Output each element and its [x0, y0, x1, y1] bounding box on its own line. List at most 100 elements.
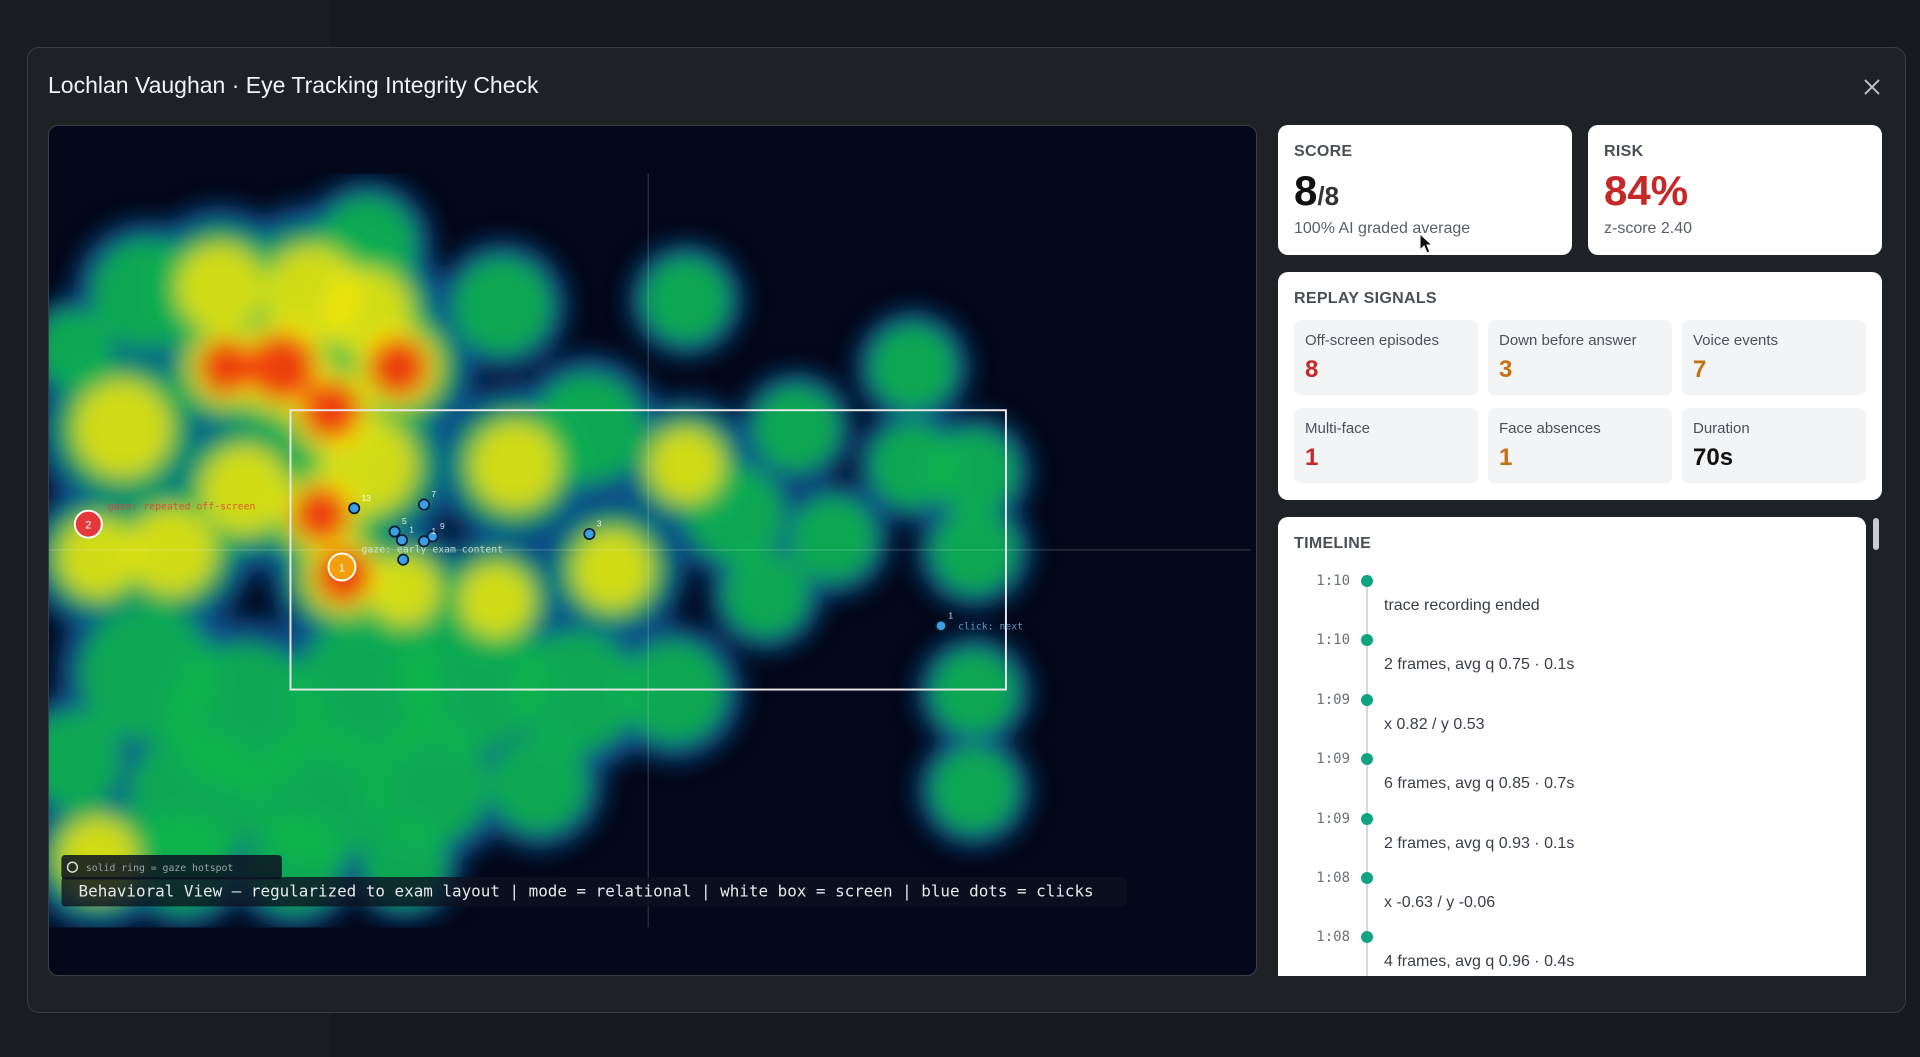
signal-tile: Voice events 7	[1682, 320, 1866, 395]
heat-blob	[127, 507, 216, 596]
signal-tile: Face absences 1	[1488, 408, 1672, 483]
heat-blob	[931, 649, 1017, 735]
heat-blob	[248, 333, 316, 402]
signal-value: 7	[1693, 356, 1707, 383]
heat-blob	[49, 309, 113, 389]
click-dot	[348, 502, 361, 515]
timeline-card: TIMELINE 1:10 trace recording ended 1:10 2 …	[1278, 517, 1866, 976]
event-time: 1:10	[1316, 573, 1350, 589]
score-max: /8	[1317, 181, 1340, 211]
heat-blob	[753, 385, 840, 472]
heat-blob	[790, 495, 877, 582]
click-label: 1	[409, 525, 414, 535]
risk-note: z-score 2.40	[1604, 220, 1693, 237]
heat-blob	[459, 563, 534, 638]
event-detail: trace recording ended	[1384, 597, 1540, 614]
heat-blob	[369, 555, 440, 626]
close-button[interactable]	[1862, 77, 1882, 97]
event-dot	[1361, 575, 1373, 587]
event-dot	[1361, 693, 1373, 706]
signals-label: REPLAY SIGNALS	[1294, 290, 1437, 307]
heat-blob	[622, 640, 726, 744]
signal-name: Down before answer	[1499, 332, 1637, 349]
event-detail: x 0.82 / y 0.53	[1384, 715, 1485, 733]
heat-blob	[367, 722, 491, 846]
event-time: 1:09	[1316, 751, 1350, 768]
event-dot	[1361, 812, 1373, 825]
heat-blob	[931, 428, 1017, 515]
heat-blob	[643, 257, 730, 343]
signal-value: 1	[1305, 444, 1319, 471]
risk-value: 84%	[1604, 167, 1689, 214]
heat-blob	[572, 529, 653, 610]
click-label: 13	[362, 493, 372, 503]
heat-blob	[199, 339, 255, 395]
legend-box	[61, 854, 282, 880]
click-dot	[583, 527, 596, 540]
signal-name: Face absences	[1499, 420, 1601, 437]
heat-blob	[649, 428, 724, 503]
legend-text: solid ring = gaze hotspot	[86, 863, 233, 874]
click-label: 9	[440, 521, 445, 531]
heat-blob	[368, 337, 428, 397]
heat-blob	[293, 486, 349, 542]
event-dot	[1361, 753, 1373, 766]
signal-value: 1	[1499, 444, 1513, 471]
signal-name: Duration	[1693, 420, 1750, 437]
annotation: gaze: early exam content	[362, 544, 504, 555]
click-label: 1	[431, 526, 436, 536]
caption-text: Behavioral View — regularized to exam la…	[79, 882, 1094, 901]
event-time: 1:10	[1316, 632, 1350, 649]
mouse-cursor	[1419, 233, 1433, 254]
hotspot-label: 1	[339, 562, 345, 574]
risk-label: RISK	[1604, 143, 1644, 160]
heat-blob	[869, 324, 956, 411]
hotspot-label: 2	[85, 519, 91, 531]
heat-blob	[490, 734, 589, 833]
gaze-hotspot	[327, 552, 357, 582]
signal-tile: Duration 70s	[1682, 408, 1866, 483]
event-detail: x -0.63 / y -0.06	[1384, 894, 1496, 911]
heat-blob	[201, 445, 290, 534]
signal-tile: Multi-face 1	[1294, 408, 1478, 483]
score-value: 8	[1294, 167, 1318, 214]
screen-box	[289, 409, 1007, 691]
heat-blob	[176, 243, 265, 332]
caption-box	[61, 876, 1128, 907]
legend-ring	[66, 861, 79, 873]
heat-blob	[400, 608, 543, 751]
heat-blob	[470, 421, 559, 510]
signal-name: Voice events	[1693, 332, 1779, 349]
click-dot	[397, 553, 410, 566]
event-detail: 2 frames, avg q 0.93 · 0.1s	[1384, 834, 1575, 852]
gaze-hotspot	[73, 509, 103, 539]
score-value-wrap: 8/8	[1294, 167, 1339, 215]
heat-blob	[533, 373, 644, 484]
event-time: 1:09	[1316, 691, 1350, 708]
signal-value: 8	[1305, 356, 1319, 383]
modal-title: Lochlan Vaughan · Eye Tracking Integrity…	[48, 72, 539, 98]
event-detail: 6 frames, avg q 0.85 · 0.7s	[1384, 775, 1575, 793]
event-detail: 2 frames, avg q 0.75 · 0.1s	[1384, 656, 1575, 674]
signal-name: Off-screen episodes	[1305, 332, 1439, 349]
close-icon	[1864, 79, 1880, 95]
click-dot	[935, 619, 948, 632]
marks-layer: 1 2 gaze: early exam content gaze: repeated…	[61, 489, 1128, 907]
click-dot	[418, 498, 431, 511]
heat-blob	[74, 380, 172, 478]
click-label: 5	[402, 516, 407, 526]
heat-blob	[49, 710, 123, 809]
heat-blob	[722, 551, 809, 637]
click-dot	[388, 525, 401, 538]
heat-blob	[931, 508, 1017, 594]
event-time: 1:08	[1316, 929, 1350, 946]
click-label: 3	[597, 519, 602, 529]
signals-card: REPLAY SIGNALS Off-screen episodes 8 Down …	[1278, 272, 1882, 500]
timeline-label: TIMELINE	[1294, 535, 1372, 552]
signal-tile: Down before answer 3	[1488, 320, 1672, 395]
score-card: SCORE 8/8 100% AI graded average	[1278, 125, 1572, 255]
heat-blob	[453, 257, 552, 356]
annotation: gaze: repeated off-screen	[108, 501, 256, 512]
scrollbar-thumb[interactable]	[1873, 518, 1879, 550]
timeline-rail	[1366, 577, 1368, 976]
